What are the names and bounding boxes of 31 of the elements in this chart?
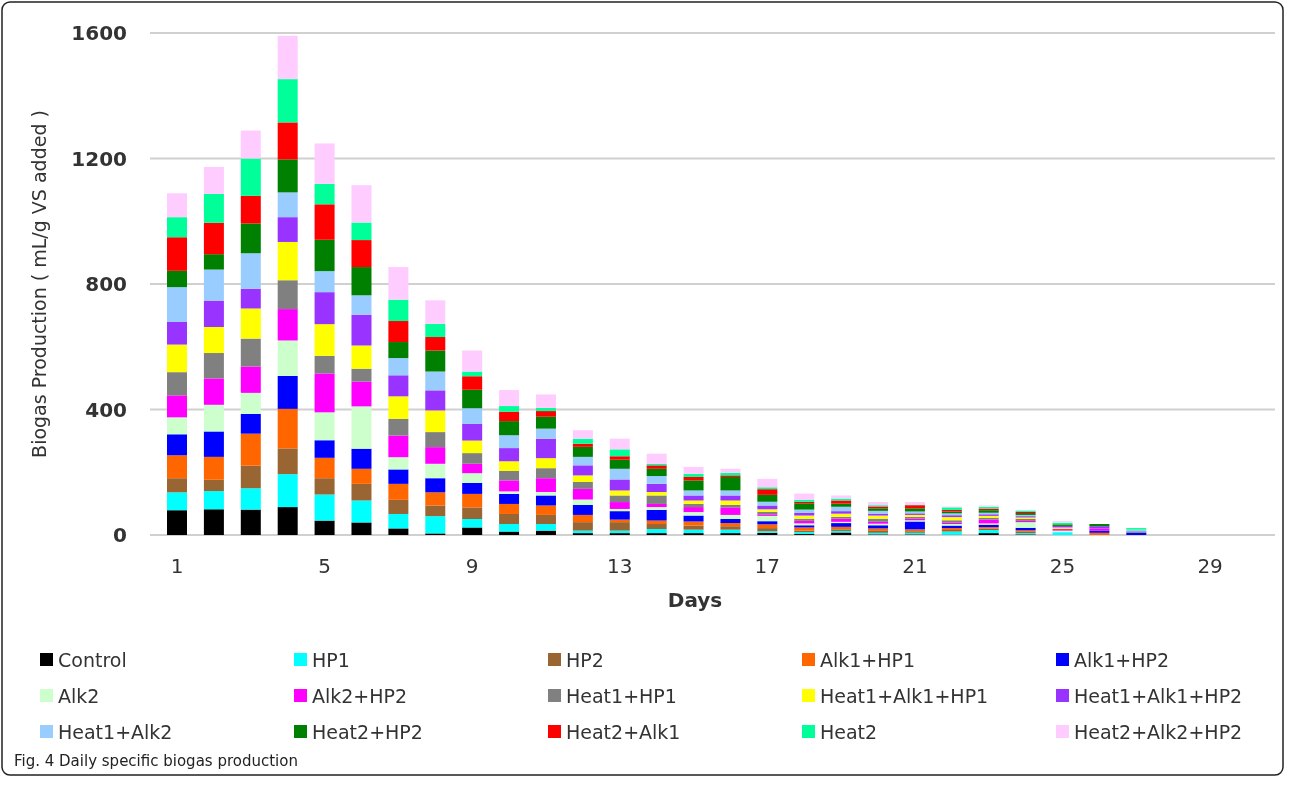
legend-label: Heat2 [820,720,878,743]
y-tick-label: 400 [85,397,127,422]
x-tick-label: 1 [170,554,184,578]
legend-label: HP1 [312,648,350,671]
x-tick-label: 5 [318,554,331,578]
x-tick-label: 29 [1197,554,1223,578]
y-tick-label: 1200 [71,146,127,171]
legend-label: Alk2+HP2 [312,684,408,707]
legend-label: Alk1+HP2 [1074,648,1170,671]
x-axis-title: Days [667,588,723,612]
x-tick-label: 13 [607,554,633,578]
x-tick-label: 21 [902,554,928,578]
legend-label: Heat1+Alk1+HP2 [1074,684,1243,707]
legend-label: Heat2+HP2 [312,720,423,743]
legend-label: Heat2+Alk2+HP2 [1074,720,1243,743]
legend-label: Heat2+Alk1 [566,720,681,743]
legend-label: Heat1+Alk2 [58,720,173,743]
legend-label: Alk1+HP1 [820,648,916,671]
legend-label: Control [58,648,127,671]
y-tick-label: 800 [85,272,127,296]
y-tick-label: 1600 [71,21,127,45]
text: Fig. 4 Daily specific biogas production [14,752,298,770]
x-tick-label: 25 [1049,554,1076,578]
x-tick-label: 17 [754,554,781,578]
y-axis-title: Biogas Production ( mL/g VS added ) [28,110,50,458]
legend-label: Heat1+Alk1+HP1 [820,684,989,707]
legend-label: Alk2 [58,684,100,707]
legend-label: HP2 [566,648,604,671]
y-tick-label: 0 [113,523,127,547]
x-tick-label: 9 [465,554,479,578]
legend-label: Heat1+HP1 [566,684,677,707]
